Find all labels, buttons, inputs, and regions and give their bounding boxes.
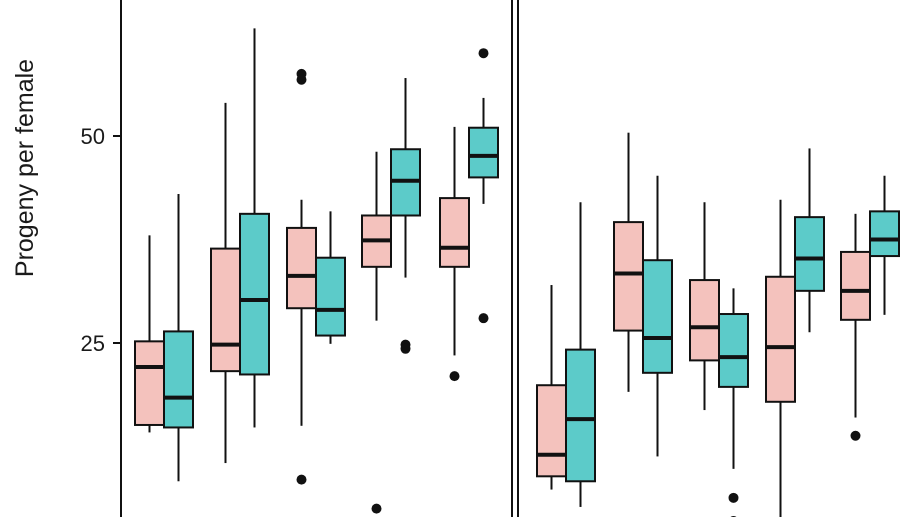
outlier-point — [850, 430, 861, 441]
box — [439, 197, 470, 268]
box — [840, 250, 871, 321]
box — [286, 226, 317, 310]
y-tick-label: 50 — [81, 124, 105, 149]
y-tick-label: 25 — [81, 331, 105, 356]
outlier-point — [478, 313, 489, 324]
outlier-point — [449, 371, 460, 382]
y-axis-label: Progeny per female — [11, 59, 39, 277]
box — [765, 275, 796, 403]
box — [468, 126, 499, 179]
outlier-point — [478, 48, 489, 59]
panel-frame-1 — [120, 0, 513, 517]
box — [163, 330, 194, 429]
box — [134, 340, 165, 426]
panel-frame-2 — [517, 0, 519, 517]
outlier-point — [296, 474, 307, 485]
outlier-point — [296, 74, 307, 85]
box — [315, 256, 346, 337]
box — [239, 212, 270, 376]
outlier-point — [728, 492, 739, 503]
box — [642, 259, 673, 374]
box — [613, 221, 644, 332]
box — [689, 279, 720, 362]
box — [536, 384, 567, 478]
box — [794, 216, 825, 292]
box — [565, 348, 596, 483]
outlier-point — [400, 343, 411, 354]
outlier-point — [371, 503, 382, 514]
box — [718, 313, 749, 388]
box — [210, 247, 241, 373]
box — [869, 210, 900, 258]
